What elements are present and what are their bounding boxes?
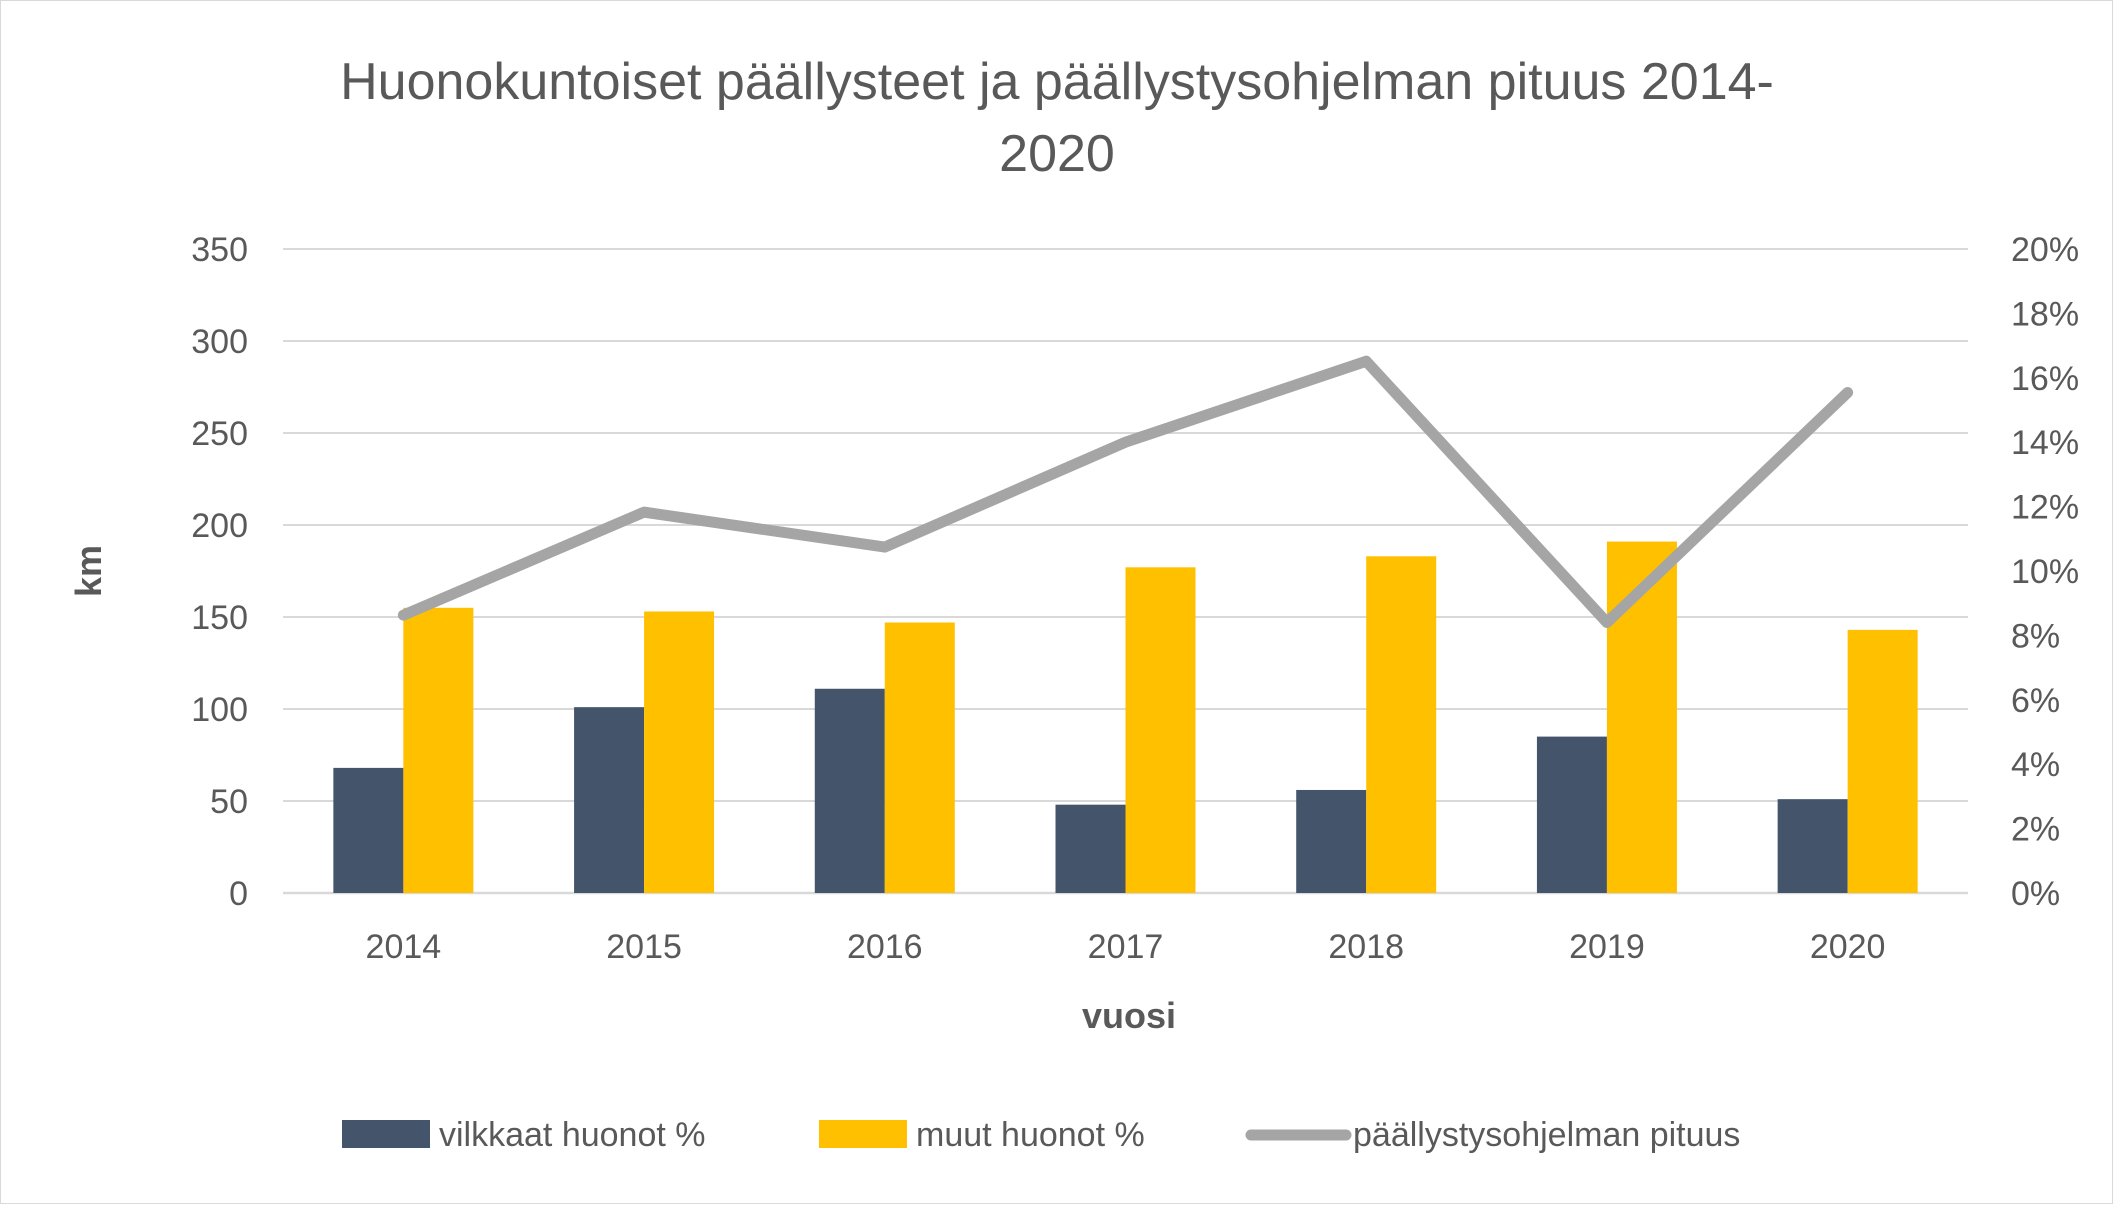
- y-tick-label-350: 350: [191, 231, 248, 269]
- bar-muut-2017: [1126, 567, 1196, 893]
- bar-vilkkaat-2017: [1056, 805, 1126, 893]
- x-tick-label-2018: 2018: [1328, 928, 1404, 966]
- x-tick-label-2015: 2015: [606, 928, 682, 966]
- x-tick-label-2020: 2020: [1810, 928, 1886, 966]
- y-tick-label-150: 150: [191, 599, 248, 637]
- x-tick-label-2016: 2016: [847, 928, 923, 966]
- y2-tick-label-14pct: 14%: [2011, 424, 2079, 462]
- y-axis-title: km: [68, 545, 109, 597]
- y2-tick-label-10pct: 10%: [2011, 553, 2079, 591]
- bar-muut-2020: [1848, 630, 1918, 893]
- x-tick-label-2017: 2017: [1088, 928, 1164, 966]
- y-tick-label-0: 0: [229, 875, 248, 913]
- bar-vilkkaat-2020: [1778, 799, 1848, 893]
- y-tick-label-200: 200: [191, 507, 248, 545]
- legend-label-vilkkaat: vilkkaat huonot %: [439, 1116, 706, 1154]
- y-axis-right-ticks: 0% 2% 4% 6% 8% 10% 12% 14% 16% 18% 20%: [2011, 231, 2079, 913]
- legend-swatch-vilkkaat: [342, 1120, 430, 1148]
- y2-tick-label-4pct: 4%: [2011, 746, 2060, 784]
- y-tick-label-50: 50: [210, 783, 248, 821]
- y2-tick-label-20pct: 20%: [2011, 231, 2079, 269]
- y2-tick-label-8pct: 8%: [2011, 617, 2060, 655]
- legend: vilkkaat huonot % muut huonot % päällyst…: [342, 1116, 1740, 1154]
- bar-vilkkaat-2016: [815, 689, 885, 893]
- y-tick-label-100: 100: [191, 691, 248, 729]
- x-tick-label-2019: 2019: [1569, 928, 1645, 966]
- y2-tick-label-16pct: 16%: [2011, 360, 2079, 398]
- chart-title-line-2: 2020: [999, 125, 1115, 183]
- y2-tick-label-6pct: 6%: [2011, 682, 2060, 720]
- bar-muut-2016: [885, 623, 955, 893]
- y2-tick-label-0pct: 0%: [2011, 875, 2060, 913]
- y2-tick-label-2pct: 2%: [2011, 811, 2060, 849]
- y-tick-label-300: 300: [191, 323, 248, 361]
- chart-title-line-1: Huonokuntoiset päällysteet ja päällystys…: [340, 53, 1774, 111]
- y2-tick-label-12pct: 12%: [2011, 489, 2079, 527]
- x-tick-label-2014: 2014: [366, 928, 442, 966]
- x-axis-title: vuosi: [1082, 995, 1176, 1036]
- bar-vilkkaat-2018: [1296, 790, 1366, 893]
- legend-label-muut: muut huonot %: [916, 1116, 1145, 1154]
- y-tick-label-250: 250: [191, 415, 248, 453]
- bar-muut-2014: [403, 608, 473, 893]
- bar-muut-2018: [1366, 556, 1436, 893]
- y2-tick-label-18pct: 18%: [2011, 295, 2079, 333]
- legend-swatch-muut: [819, 1120, 907, 1148]
- bar-vilkkaat-2014: [333, 768, 403, 893]
- bar-vilkkaat-2015: [574, 707, 644, 893]
- x-axis-ticks: 2014 2015 2016 2017 2018 2019 2020: [366, 928, 1886, 966]
- bars: [333, 542, 1917, 893]
- y-axis-left-ticks: 0 50 100 150 200 250 300 350: [191, 231, 248, 913]
- bar-muut-2015: [644, 611, 714, 893]
- legend-label-pituus: päällystysohjelman pituus: [1353, 1116, 1740, 1154]
- bar-vilkkaat-2019: [1537, 737, 1607, 893]
